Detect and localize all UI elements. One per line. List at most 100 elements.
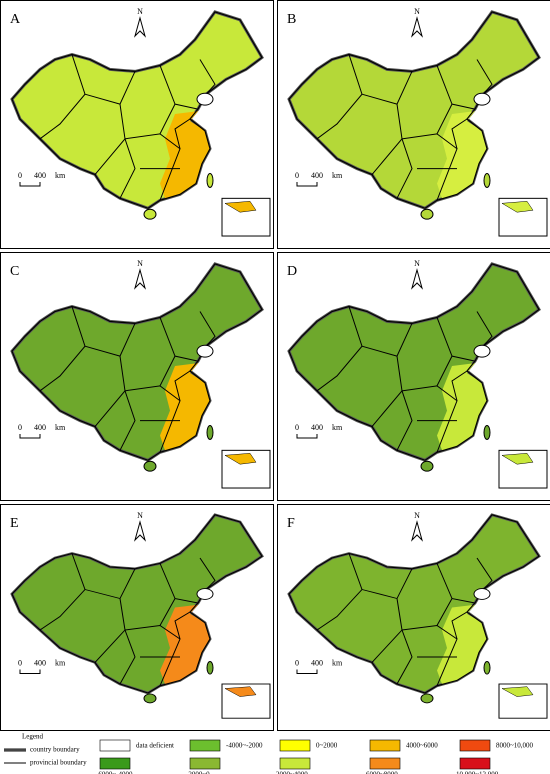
legend-swatch (279, 757, 311, 770)
provincial-boundary (401, 625, 458, 686)
north-arrow (134, 16, 146, 38)
legend-swatch (99, 757, 131, 770)
inset-map (224, 453, 257, 465)
map-panel: C N 0 400 km (0, 252, 274, 501)
provincial-boundary (401, 133, 458, 201)
legend-swatch (459, 757, 491, 770)
country-boundary (11, 263, 263, 461)
north-label: N (137, 259, 143, 268)
panel-frame (277, 504, 550, 731)
scale-zero: 0 (18, 171, 22, 180)
north-label: N (137, 7, 143, 16)
panel-label: D (287, 264, 297, 279)
provincial-boundary (436, 65, 453, 105)
scale-bar (19, 434, 41, 439)
hainan (143, 460, 157, 472)
provincial-boundary (451, 611, 468, 640)
panel-label: B (287, 12, 296, 27)
scale-zero: 0 (18, 423, 22, 432)
provincial-boundary (199, 557, 216, 590)
map-panel: B N 0 400 km (277, 0, 550, 249)
inset-map (501, 201, 534, 213)
provincial-boundary (124, 385, 181, 453)
scale-bar (296, 182, 318, 187)
bohai-sea (473, 92, 491, 106)
legend-label: country boundary (30, 746, 80, 754)
scale-zero: 0 (295, 171, 299, 180)
taiwan (206, 661, 214, 675)
panel-label: A (10, 12, 21, 27)
legend: Legend country boundary provincial boundar… (4, 733, 534, 774)
provincial-boundary (39, 54, 86, 140)
provincial-boundary (199, 59, 216, 95)
provincial-boundary (174, 611, 191, 640)
panel-label: E (10, 516, 19, 531)
panel-label: C (10, 264, 19, 279)
scale-bar (296, 434, 318, 439)
bohai-sea (196, 588, 214, 600)
provincial-boundary (316, 54, 363, 140)
legend-label: 2000~4000 (276, 771, 308, 774)
provincial-boundary (476, 59, 493, 95)
hainan (420, 460, 434, 472)
scale-distance: 400 (34, 658, 46, 667)
scale-distance: 400 (311, 171, 323, 180)
legend-label: 10,000~12,000 (456, 771, 499, 774)
scale-unit: km (55, 171, 66, 180)
provincial-boundary (396, 138, 413, 199)
scale-zero: 0 (18, 658, 22, 667)
provincial-boundary (316, 553, 363, 631)
legend-label: provincial boundary (30, 759, 87, 767)
country-boundary (288, 11, 540, 209)
bohai-sea (196, 92, 214, 106)
map (10, 10, 271, 237)
map (287, 513, 548, 719)
taiwan (483, 661, 491, 675)
legend-label: 4000~6000 (406, 742, 438, 750)
inset-map (501, 453, 534, 465)
scale-unit: km (55, 423, 66, 432)
provincial-boundary (39, 306, 86, 392)
country-boundary (288, 514, 540, 694)
legend-label: data deficient (136, 742, 174, 750)
north-arrow (134, 520, 146, 542)
provincial-boundary (396, 629, 413, 685)
provincial-boundary (119, 390, 136, 451)
provincial-boundary (451, 370, 468, 401)
panel-frame (277, 252, 550, 501)
north-arrow (411, 268, 423, 290)
legend-label: -6000~-4000 (96, 771, 133, 774)
legend-swatch (279, 739, 311, 752)
scale-bar (296, 669, 318, 674)
scale-unit: km (332, 423, 343, 432)
country-boundary (11, 11, 263, 209)
provincial-boundary (119, 629, 136, 685)
panel-label: F (287, 516, 295, 531)
north-label: N (414, 259, 420, 268)
north-arrow (411, 16, 423, 38)
north-label: N (137, 511, 143, 520)
panel-frame (277, 0, 550, 249)
country-boundary (288, 263, 540, 461)
north-label: N (414, 511, 420, 520)
hainan (143, 208, 157, 220)
provincial-boundary (159, 65, 176, 105)
provincial-boundary (316, 306, 363, 392)
scale-distance: 400 (311, 658, 323, 667)
provincial-boundary (396, 390, 413, 451)
north-arrow (411, 520, 423, 542)
legend-swatch (189, 739, 221, 752)
inset-map (224, 686, 257, 697)
map (287, 262, 548, 489)
bohai-sea (473, 588, 491, 600)
provincial-boundary (476, 557, 493, 590)
map (10, 262, 271, 489)
panel-frame (0, 252, 274, 501)
map-panel: A N 0 400 km (0, 0, 274, 249)
provincial-boundary (39, 553, 86, 631)
scale-distance: 400 (311, 423, 323, 432)
panel-frame (0, 504, 274, 731)
map (287, 10, 548, 237)
provincial-boundary (401, 385, 458, 453)
